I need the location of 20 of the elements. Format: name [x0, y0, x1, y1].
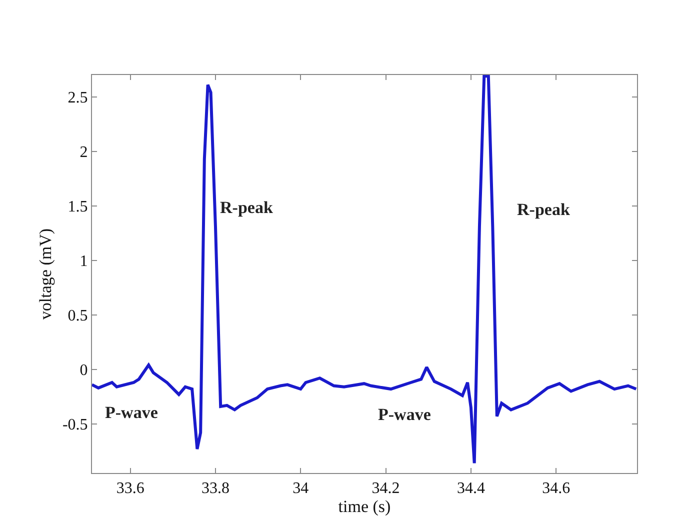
y-axis-title: voltage (mV) [36, 228, 56, 320]
annotation: P-wave [105, 403, 158, 422]
x-tick-label: 34 [292, 480, 309, 498]
y-tick-label: 1.5 [68, 198, 88, 216]
line-series [92, 75, 637, 465]
x-tick-label: 34.6 [542, 480, 570, 498]
x-tick-label: 34.4 [456, 480, 485, 498]
y-tick-label: 2.5 [68, 89, 88, 106]
y-tick-label: 0 [80, 362, 88, 380]
annotation: R-peak [220, 198, 274, 217]
y-tick-label: -0.5 [62, 416, 88, 434]
x-axis-title: time (s) [338, 497, 391, 516]
y-tick-label: 2 [80, 144, 88, 161]
annotation: R-peak [517, 200, 570, 219]
annotation: P-wave [378, 405, 432, 424]
x-tick-label: 34.2 [372, 480, 400, 498]
y-tick-label: 0.5 [68, 307, 88, 324]
x-tick-label: 33.6 [116, 480, 144, 498]
y-tick-label: 1 [80, 252, 88, 270]
x-tick-label: 33.8 [201, 480, 230, 498]
